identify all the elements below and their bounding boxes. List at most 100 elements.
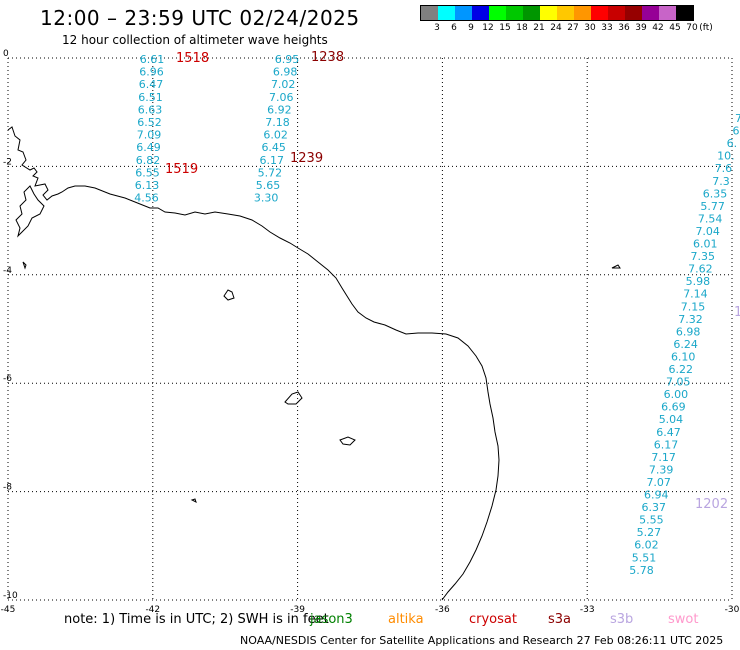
legend-swatch <box>506 6 523 20</box>
swh-value: 7.14 <box>683 288 708 301</box>
swh-value: 6.13 <box>135 179 160 192</box>
legend-label: 39 <box>635 23 647 33</box>
legend-labels: 3 6 9 12 15 18 21 24 27 30 33 36 39 42 45 70 (ft) <box>420 21 713 35</box>
swh-value: 6.96 <box>139 66 164 79</box>
legend-label: 15 <box>499 23 511 33</box>
swh-value: 7.06 <box>269 91 294 104</box>
lon-tick-label: -33 <box>580 605 595 615</box>
swh-value: 6.37 <box>642 501 667 514</box>
legend-swatch <box>676 6 693 20</box>
legend-label: 30 <box>584 23 596 33</box>
swh-value: 3.30 <box>254 192 279 205</box>
satellite-label: cryosat <box>469 612 517 627</box>
swh-value: 7 <box>735 112 740 125</box>
swh-value: 7.6 <box>715 162 733 175</box>
swh-value: 7.54 <box>698 212 723 225</box>
legend-swatch <box>659 6 676 20</box>
swh-value: 6.35 <box>703 187 728 200</box>
legend-swatch <box>540 6 557 20</box>
swh-value: 6.52 <box>137 116 162 129</box>
coastline-mainland <box>7 126 500 601</box>
swh-value: 6.69 <box>661 401 686 414</box>
swh-value: 6.02 <box>263 129 288 142</box>
swh-value: 7.05 <box>666 376 691 389</box>
legend-label: 70 <box>686 23 698 33</box>
pass-time-label: 1238 <box>311 50 344 65</box>
swh-value: 6.92 <box>267 103 292 116</box>
lat-tick-label: -6 <box>3 374 12 384</box>
legend-unit: (ft) <box>699 23 713 33</box>
swh-value: 7.62 <box>688 263 713 276</box>
lon-tick-label: -39 <box>290 605 305 615</box>
swh-value: 7.15 <box>681 300 706 313</box>
swh-value: 6.17 <box>260 154 285 167</box>
swh-value: 6. <box>727 137 738 150</box>
swh-value: 6.94 <box>644 489 669 502</box>
map-subtitle: 12 hour collection of altimeter wave hei… <box>62 33 328 47</box>
legend-label: 12 <box>482 23 494 33</box>
legend-label: 27 <box>567 23 579 33</box>
lon-tick-label: -42 <box>145 605 160 615</box>
island-5 <box>190 498 197 503</box>
legend-swatch <box>472 6 489 20</box>
swh-value: 5.51 <box>632 551 657 564</box>
legend-swatch <box>523 6 540 20</box>
coastline <box>7 126 621 601</box>
island-1 <box>223 289 235 301</box>
legend-label: 21 <box>533 23 545 33</box>
swh-value: 6.45 <box>261 141 286 154</box>
swh-value: 7.18 <box>265 116 290 129</box>
legend-label: 36 <box>618 23 630 33</box>
swh-value: 7.07 <box>646 476 671 489</box>
swh-value: 5.77 <box>700 200 725 213</box>
lat-tick-label: 0 <box>3 49 9 59</box>
swh-value: 6.22 <box>669 363 694 376</box>
legend-swatch <box>557 6 574 20</box>
swh-value: 6.24 <box>673 338 698 351</box>
swh-value: 6.95 <box>275 53 300 66</box>
swh-value: 7.09 <box>137 129 162 142</box>
swh-value: 10. <box>717 150 735 163</box>
legend-label: 33 <box>601 23 613 33</box>
swh-value: 5.78 <box>629 564 654 577</box>
legend-label: 24 <box>550 23 562 33</box>
swh-value: 7.32 <box>678 313 703 326</box>
satellite-label: jason3 <box>310 612 353 627</box>
swh-value: 7.3 <box>712 175 730 188</box>
note-text: note: 1) Time is in UTC; 2) SWH is in fe… <box>64 612 329 627</box>
legend-swatches <box>420 5 694 21</box>
swh-value: 6.00 <box>664 388 689 401</box>
lon-tick-label: -30 <box>725 605 740 615</box>
swh-value: 6.49 <box>136 141 161 154</box>
legend-label: 42 <box>652 23 664 33</box>
swh-value: 5.55 <box>639 514 664 527</box>
satellite-label: s3a <box>548 612 572 627</box>
legend-swatch <box>421 6 438 20</box>
footer-credit: NOAA/NESDIS Center for Satellite Applica… <box>240 634 724 647</box>
swh-value: 5.27 <box>637 526 662 539</box>
swh-value: 5.72 <box>258 166 283 179</box>
swh-value: 6.51 <box>138 91 163 104</box>
legend-swatch <box>608 6 625 20</box>
map-title: 12:00 – 23:59 UTC 02/24/2025 <box>40 6 360 30</box>
lon-tick-label: -36 <box>435 605 450 615</box>
swh-value: 6.17 <box>654 438 679 451</box>
legend-swatch <box>455 6 472 20</box>
lat-tick-label: -10 <box>3 591 18 601</box>
swh-value: 6.98 <box>676 325 701 338</box>
lat-tick-label: -2 <box>3 157 12 167</box>
lon-tick-label: -45 <box>1 605 16 615</box>
island-4 <box>611 264 621 269</box>
swh-value: 6.47 <box>656 426 681 439</box>
swh-value: 6 <box>733 125 740 138</box>
legend-swatch <box>591 6 608 20</box>
satellite-label: s3b <box>610 612 634 627</box>
swh-tracks: 6.616.966.476.516.636.527.096.496.826.55… <box>134 53 740 577</box>
legend-label: 9 <box>468 23 474 33</box>
swh-value: 6.61 <box>140 53 165 66</box>
color-legend: 3 6 9 12 15 18 21 24 27 30 33 36 39 42 45 70 (ft) <box>420 5 713 35</box>
swh-value: 5.98 <box>686 275 711 288</box>
axis-ticks: -45 -42 -39 -36 -33 -30 0 -2 -4 -6 -8 -10 <box>1 49 740 615</box>
island-6 <box>22 261 27 270</box>
satellite-label: swot <box>668 612 699 627</box>
